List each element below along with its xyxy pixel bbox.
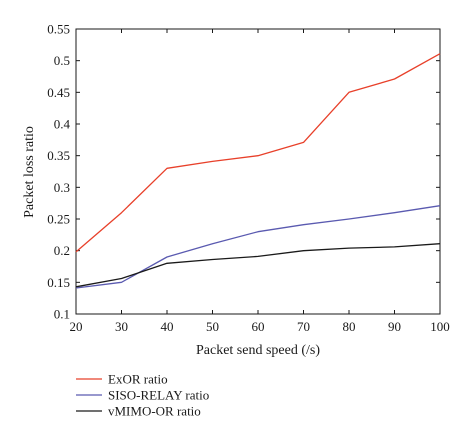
x-tick-label: 50 xyxy=(206,319,219,334)
legend-item: ExOR ratio xyxy=(76,372,168,387)
legend-label: vMIMO-OR ratio xyxy=(108,404,201,419)
y-axis: 0.1 0.15 0.2 0.25 0.3 0.35 0.4 0.45 0.5 0.55 xyxy=(47,22,440,322)
y-tick-label: 0.55 xyxy=(47,22,70,37)
x-tick-label: 20 xyxy=(70,319,83,334)
y-axis-title: Packet loss ratio xyxy=(22,126,37,218)
series-lines xyxy=(75,53,441,289)
y-tick-label: 0.2 xyxy=(54,243,70,258)
x-axis-title: Packet send speed (/s) xyxy=(196,343,320,358)
y-tick-label: 0.3 xyxy=(54,180,70,195)
x-tick-label: 40 xyxy=(161,319,174,334)
y-tick-label: 0.15 xyxy=(47,275,70,290)
y-tick-label: 0.4 xyxy=(54,117,71,132)
legend-label: SISO-RELAY ratio xyxy=(108,388,209,403)
x-tick-label: 90 xyxy=(388,319,401,334)
x-tick-label: 30 xyxy=(115,319,128,334)
x-tick-label: 60 xyxy=(252,319,265,334)
y-tick-label: 0.5 xyxy=(54,53,70,68)
x-axis: 20 30 40 50 60 70 80 90 100 xyxy=(70,29,450,334)
x-tick-label: 100 xyxy=(430,319,450,334)
series-line-vmimo-or-ratio xyxy=(75,243,441,288)
y-tick-label: 0.45 xyxy=(47,85,70,100)
y-tick-label: 0.35 xyxy=(47,148,70,163)
x-tick-label: 70 xyxy=(297,319,310,334)
legend-item: SISO-RELAY ratio xyxy=(76,388,209,403)
y-tick-label: 0.1 xyxy=(54,307,70,322)
y-tick-label: 0.25 xyxy=(47,212,70,227)
x-tick-label: 80 xyxy=(343,319,356,334)
legend-label: ExOR ratio xyxy=(108,372,168,387)
plot-frame xyxy=(75,28,441,315)
legend-item: vMIMO-OR ratio xyxy=(76,404,201,419)
series-line-exor-ratio xyxy=(75,53,441,253)
plot-border xyxy=(75,28,441,315)
